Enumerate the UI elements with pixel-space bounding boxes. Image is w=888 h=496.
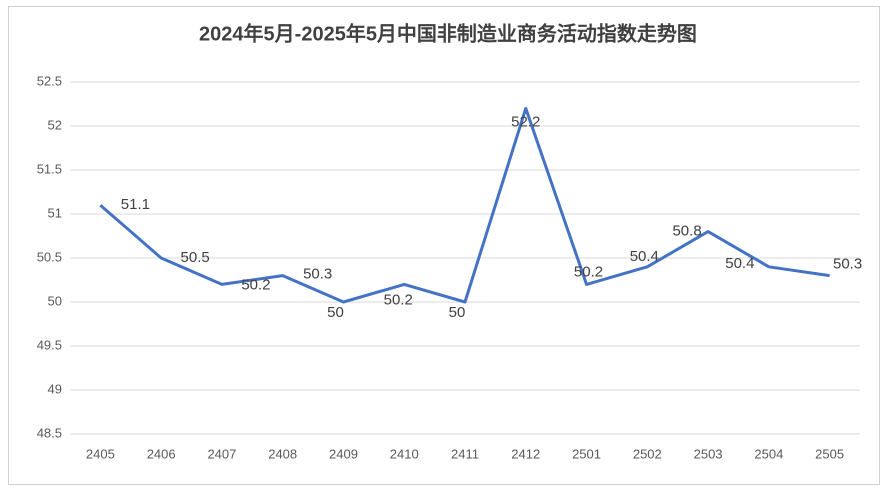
x-tick-label: 2412 (511, 446, 540, 461)
data-label: 51.1 (121, 196, 150, 213)
data-label: 50.4 (725, 255, 754, 272)
chart-border (8, 6, 880, 485)
y-tick-label: 49 (48, 381, 62, 396)
data-label: 50.8 (672, 223, 701, 240)
x-tick-label: 2410 (390, 446, 419, 461)
x-tick-label: 2501 (572, 446, 601, 461)
x-tick-label: 2502 (633, 446, 662, 461)
y-tick-label: 49.5 (37, 337, 62, 352)
data-label: 50.4 (630, 248, 659, 265)
data-label: 50 (327, 304, 344, 321)
data-label: 52.2 (511, 113, 540, 130)
x-tick-label: 2408 (268, 446, 297, 461)
x-tick-label: 2411 (451, 446, 479, 461)
x-tick-label: 2503 (694, 446, 723, 461)
x-tick-label: 2407 (207, 446, 236, 461)
data-label: 50 (449, 304, 466, 321)
data-label: 50.2 (574, 263, 603, 280)
x-tick-label: 2405 (86, 446, 115, 461)
y-tick-label: 48.5 (37, 425, 62, 440)
y-tick-label: 51.5 (37, 161, 62, 176)
x-tick-label: 2504 (754, 446, 783, 461)
x-tick-label: 2409 (329, 446, 358, 461)
series-line (99, 106, 830, 304)
data-label: 50.2 (241, 276, 270, 293)
y-tick-label: 50.5 (37, 249, 62, 264)
y-tick-label: 52.5 (37, 73, 62, 88)
chart-title: 2024年5月-2025年5月中国非制造业商务活动指数走势图 (199, 21, 697, 45)
y-tick-label: 51 (48, 205, 62, 220)
data-label: 50.5 (181, 249, 210, 266)
data-label: 50.3 (833, 256, 862, 273)
data-label: 50.3 (303, 266, 332, 283)
x-tick-label: 2406 (147, 446, 176, 461)
y-tick-label: 52 (48, 117, 62, 132)
data-label: 50.2 (384, 291, 413, 308)
y-tick-label: 50 (48, 293, 62, 308)
x-tick-label: 2505 (815, 446, 844, 461)
